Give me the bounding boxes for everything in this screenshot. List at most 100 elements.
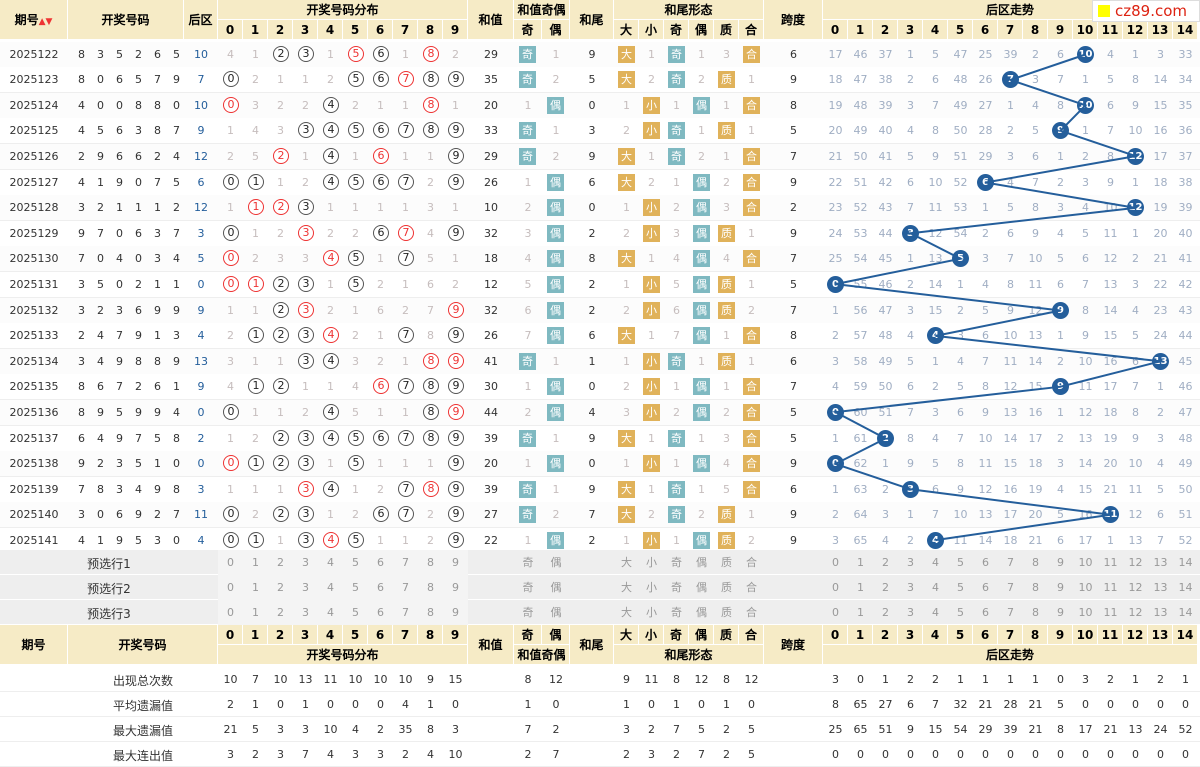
preselect-digit[interactable]: 1 — [243, 550, 268, 575]
preselect-back[interactable]: 13 — [1153, 556, 1168, 569]
preselect-parity[interactable]: 偶 — [550, 556, 562, 569]
preselect-form[interactable]: 小 — [646, 581, 657, 594]
preselect-form[interactable]: 奇 — [671, 556, 682, 569]
preselect-back[interactable]: 6 — [982, 606, 989, 619]
preselect-form[interactable]: 合 — [746, 581, 757, 594]
preselect-digit[interactable]: 3 — [293, 550, 318, 575]
preselect-digit[interactable]: 0 — [218, 600, 243, 625]
preselect-back[interactable]: 1 — [857, 556, 864, 569]
preselect-back[interactable]: 14 — [1178, 606, 1193, 619]
preselect-form[interactable]: 奇 — [671, 581, 682, 594]
preselect-digit[interactable]: 3 — [293, 575, 318, 600]
preselect-back[interactable]: 10 — [1078, 606, 1093, 619]
preselect-digit[interactable]: 4 — [318, 550, 343, 575]
preselect-back[interactable]: 11 — [1103, 606, 1118, 619]
preselect-digit[interactable]: 0 — [218, 575, 243, 600]
preselect-back[interactable]: 12 — [1128, 581, 1143, 594]
preselect-back[interactable]: 3 — [907, 581, 914, 594]
preselect-back[interactable]: 4 — [932, 606, 939, 619]
preselect-form[interactable]: 小 — [646, 606, 657, 619]
preselect-digit[interactable]: 2 — [268, 550, 293, 575]
preselect-digit[interactable]: 2 — [268, 575, 293, 600]
preselect-back[interactable]: 2 — [882, 556, 889, 569]
preselect-parity[interactable]: 偶 — [550, 606, 562, 619]
preselect-back[interactable]: 7 — [1007, 581, 1014, 594]
preselect-digit[interactable]: 7 — [393, 600, 418, 625]
preselect-form[interactable]: 小 — [646, 556, 657, 569]
preselect-back[interactable]: 13 — [1153, 581, 1168, 594]
preselect-back[interactable]: 0 — [832, 556, 839, 569]
preselect-form[interactable]: 奇 — [671, 606, 682, 619]
preselect-back[interactable]: 11 — [1103, 556, 1118, 569]
preselect-back[interactable]: 14 — [1178, 556, 1193, 569]
preselect-form[interactable]: 大 — [621, 606, 632, 619]
preselect-back[interactable]: 7 — [1007, 556, 1014, 569]
preselect-digit[interactable]: 1 — [243, 600, 268, 625]
preselect-back[interactable]: 14 — [1178, 581, 1193, 594]
preselect-digit[interactable]: 4 — [318, 600, 343, 625]
preselect-form[interactable]: 质 — [721, 581, 732, 594]
preselect-back[interactable]: 12 — [1128, 606, 1143, 619]
preselect-digit[interactable]: 6 — [368, 575, 393, 600]
preselect-form[interactable]: 合 — [746, 556, 757, 569]
preselect-digit[interactable]: 5 — [343, 575, 368, 600]
preselect-back[interactable]: 1 — [857, 606, 864, 619]
preselect-parity[interactable]: 奇 — [522, 606, 534, 619]
preselect-digit[interactable]: 4 — [318, 575, 343, 600]
preselect-digit[interactable]: 2 — [268, 600, 293, 625]
preselect-back[interactable]: 6 — [982, 581, 989, 594]
preselect-back[interactable]: 4 — [932, 556, 939, 569]
preselect-digit[interactable]: 3 — [293, 600, 318, 625]
preselect-back[interactable]: 7 — [1007, 606, 1014, 619]
preselect-parity[interactable]: 奇 — [522, 581, 534, 594]
preselect-digit[interactable]: 8 — [418, 575, 443, 600]
preselect-digit[interactable]: 9 — [443, 575, 468, 600]
preselect-back[interactable]: 8 — [1032, 556, 1039, 569]
preselect-back[interactable]: 5 — [957, 581, 964, 594]
preselect-form[interactable]: 大 — [621, 556, 632, 569]
preselect-digit[interactable]: 0 — [218, 550, 243, 575]
preselect-digit[interactable]: 5 — [343, 600, 368, 625]
preselect-back[interactable]: 10 — [1078, 581, 1093, 594]
preselect-back[interactable]: 6 — [982, 556, 989, 569]
site-logo[interactable]: cz89.com — [1092, 0, 1200, 22]
preselect-back[interactable]: 1 — [857, 581, 864, 594]
preselect-back[interactable]: 10 — [1078, 556, 1093, 569]
preselect-back[interactable]: 5 — [957, 556, 964, 569]
preselect-digit[interactable]: 1 — [243, 575, 268, 600]
preselect-form[interactable]: 偶 — [696, 581, 707, 594]
preselect-form[interactable]: 合 — [746, 606, 757, 619]
preselect-back[interactable]: 9 — [1057, 556, 1064, 569]
preselect-back[interactable]: 3 — [907, 556, 914, 569]
preselect-digit[interactable]: 9 — [443, 600, 468, 625]
preselect-form[interactable]: 偶 — [696, 556, 707, 569]
preselect-digit[interactable]: 5 — [343, 550, 368, 575]
preselect-digit[interactable]: 9 — [443, 550, 468, 575]
preselect-back[interactable]: 8 — [1032, 606, 1039, 619]
preselect-back[interactable]: 5 — [957, 606, 964, 619]
preselect-digit[interactable]: 6 — [368, 600, 393, 625]
preselect-parity[interactable]: 奇 — [522, 556, 534, 569]
preselect-back[interactable]: 2 — [882, 606, 889, 619]
preselect-back[interactable]: 9 — [1057, 606, 1064, 619]
preselect-back[interactable]: 0 — [832, 606, 839, 619]
preselect-parity[interactable]: 偶 — [550, 581, 562, 594]
preselect-back[interactable]: 12 — [1128, 556, 1143, 569]
preselect-form[interactable]: 质 — [721, 556, 732, 569]
preselect-back[interactable]: 9 — [1057, 581, 1064, 594]
preselect-digit[interactable]: 7 — [393, 550, 418, 575]
preselect-digit[interactable]: 7 — [393, 575, 418, 600]
preselect-back[interactable]: 0 — [832, 581, 839, 594]
preselect-back[interactable]: 2 — [882, 581, 889, 594]
preselect-back[interactable]: 11 — [1103, 581, 1118, 594]
preselect-form[interactable]: 大 — [621, 581, 632, 594]
preselect-back[interactable]: 13 — [1153, 606, 1168, 619]
preselect-back[interactable]: 3 — [907, 606, 914, 619]
preselect-digit[interactable]: 8 — [418, 550, 443, 575]
preselect-digit[interactable]: 6 — [368, 550, 393, 575]
preselect-back[interactable]: 8 — [1032, 581, 1039, 594]
preselect-digit[interactable]: 8 — [418, 600, 443, 625]
preselect-form[interactable]: 质 — [721, 606, 732, 619]
preselect-form[interactable]: 偶 — [696, 606, 707, 619]
preselect-back[interactable]: 4 — [932, 581, 939, 594]
